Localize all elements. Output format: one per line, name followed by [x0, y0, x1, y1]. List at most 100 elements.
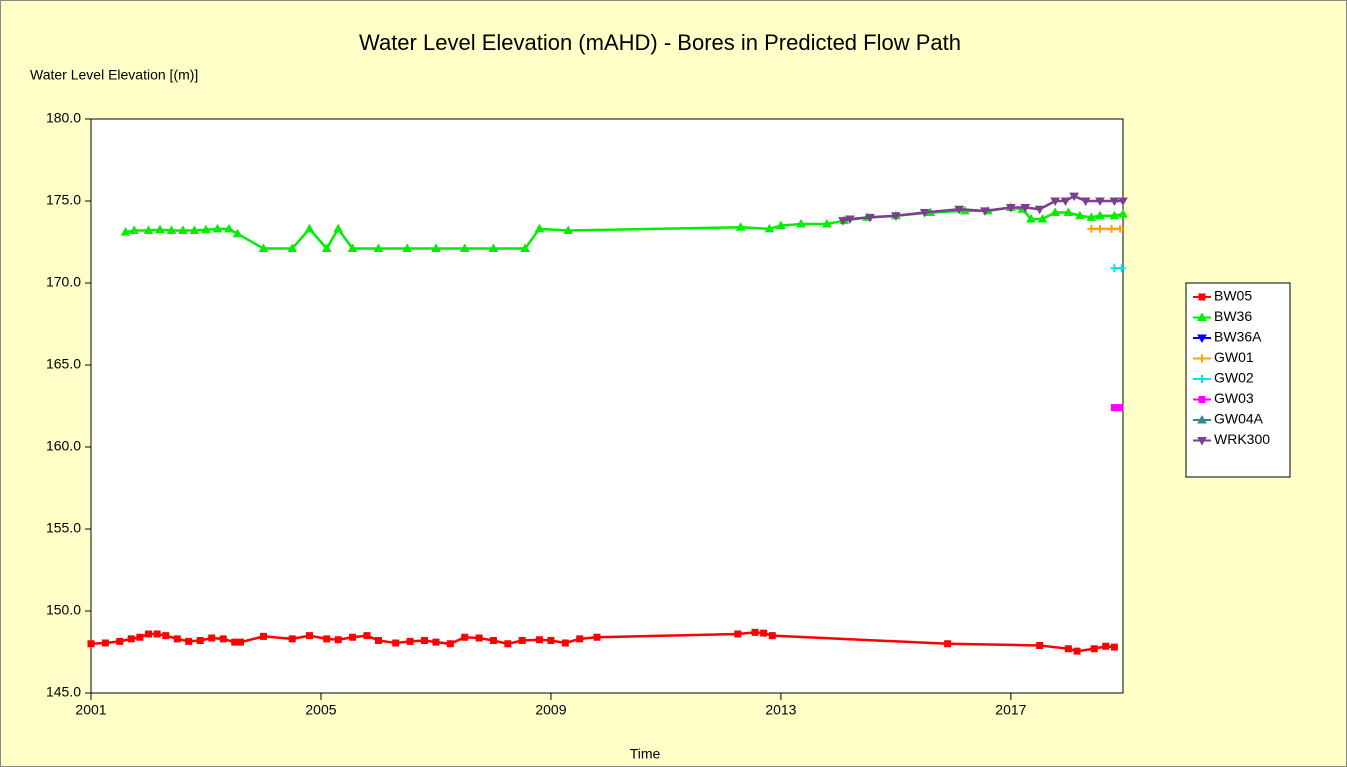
marker [420, 637, 428, 645]
marker [347, 243, 358, 253]
marker [287, 243, 298, 253]
y-tick-label: 180.0 [46, 110, 81, 126]
marker [1050, 197, 1061, 207]
y-tick-label: 150.0 [46, 602, 81, 618]
marker [129, 225, 139, 235]
x-tick-label: 2001 [75, 702, 106, 718]
marker [504, 640, 512, 648]
marker [1037, 214, 1048, 223]
marker [760, 629, 768, 637]
marker [219, 635, 227, 643]
marker [1095, 210, 1105, 220]
marker [845, 215, 855, 225]
marker [764, 223, 775, 233]
marker [304, 223, 315, 233]
legend-label: WRK300 [1214, 431, 1270, 447]
x-tick-label: 2009 [535, 702, 566, 718]
marker [865, 213, 875, 223]
marker [374, 637, 382, 645]
marker [534, 223, 545, 233]
marker [1118, 197, 1128, 207]
marker [127, 635, 135, 643]
marker [1006, 204, 1016, 213]
marker [446, 640, 454, 648]
marker [1086, 212, 1097, 221]
marker [143, 225, 154, 235]
marker [1080, 197, 1091, 207]
marker [1198, 354, 1206, 363]
marker [1109, 197, 1120, 207]
marker [1036, 641, 1044, 649]
marker [980, 207, 990, 216]
legend-label: BW05 [1214, 288, 1252, 304]
marker [1198, 293, 1206, 301]
marker [402, 243, 413, 253]
marker [1063, 207, 1074, 216]
marker [101, 639, 109, 647]
marker [919, 208, 930, 218]
marker [1117, 264, 1126, 273]
marker [155, 224, 165, 234]
marker [1198, 375, 1206, 383]
marker [1060, 197, 1071, 207]
marker [323, 635, 331, 643]
marker [1069, 192, 1079, 202]
marker [212, 223, 223, 233]
marker [333, 223, 344, 233]
marker [461, 633, 469, 641]
marker [208, 634, 216, 642]
marker [236, 638, 244, 646]
x-axis-label: Time [630, 746, 661, 762]
marker [196, 637, 204, 645]
marker [224, 223, 234, 233]
y-tick-label: 165.0 [46, 356, 81, 372]
marker [891, 212, 901, 221]
legend-label: BW36 [1214, 308, 1252, 324]
marker [321, 243, 332, 253]
x-tick-label: 2017 [995, 702, 1026, 718]
marker [944, 640, 952, 648]
marker [1118, 209, 1128, 218]
marker [776, 220, 786, 230]
marker [136, 633, 144, 641]
legend-label: GW04A [1214, 411, 1264, 427]
marker [535, 636, 543, 644]
marker [796, 218, 806, 228]
y-tick-label: 145.0 [46, 684, 81, 700]
marker [489, 637, 497, 645]
marker [1090, 645, 1098, 653]
marker [162, 632, 170, 640]
marker [431, 243, 441, 253]
marker [1198, 396, 1206, 403]
marker [768, 632, 776, 640]
marker [173, 635, 181, 643]
marker [1197, 312, 1207, 321]
marker [231, 638, 239, 646]
marker [1096, 224, 1104, 233]
marker [576, 635, 584, 643]
marker [734, 630, 742, 638]
marker [189, 225, 200, 235]
marker [232, 228, 243, 238]
marker [305, 632, 313, 640]
marker [1102, 642, 1110, 650]
y-tick-label: 155.0 [46, 520, 81, 536]
marker [373, 243, 384, 253]
chart-title: Water Level Elevation (mAHD) - Bores in … [359, 30, 961, 55]
marker [1197, 414, 1207, 424]
marker [459, 243, 470, 253]
y-tick-label: 170.0 [46, 274, 81, 290]
marker [153, 630, 161, 638]
marker [1197, 437, 1207, 446]
marker [1064, 645, 1072, 653]
marker [259, 632, 267, 640]
marker [116, 637, 124, 645]
marker [547, 637, 555, 645]
marker [87, 640, 95, 648]
marker [144, 630, 152, 638]
marker [201, 224, 211, 234]
marker [1116, 224, 1125, 233]
marker [288, 635, 296, 643]
marker [1087, 224, 1096, 233]
